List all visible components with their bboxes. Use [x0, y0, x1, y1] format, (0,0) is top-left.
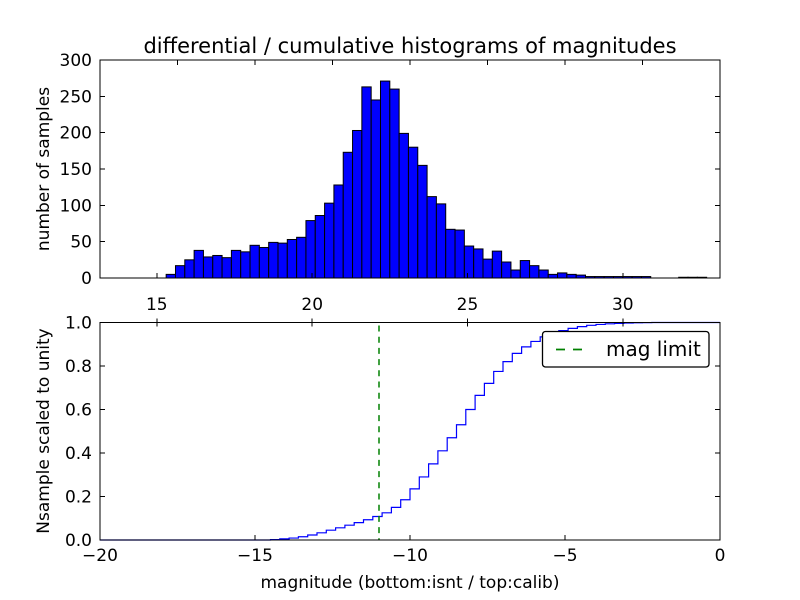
- histogram-bar: [379, 80, 391, 279]
- histogram-bar: [240, 251, 251, 279]
- top-plot-ytick-label: 250: [60, 87, 92, 107]
- top-plot-ytick-label: 150: [60, 160, 92, 180]
- histogram-bar: [268, 241, 279, 279]
- legend-label: mag limit: [606, 337, 701, 361]
- cumulative-curve: [100, 321, 720, 541]
- histogram-bar: [473, 248, 484, 279]
- axis-tick-labels: 0 50 100 150 200 250 300 15 20 25 30 0.0 0.2 0.4 0.6 0.…: [60, 51, 726, 566]
- legend-box: [541, 330, 710, 368]
- histogram-bar: [202, 256, 214, 279]
- histogram-bar: [547, 273, 559, 279]
- calib-xtick-label: 30: [612, 295, 634, 315]
- bottom-plot-ytick-label: 0.4: [65, 444, 92, 464]
- legend: mag limit: [541, 330, 710, 368]
- bottom-plot-xtick-label: −15: [237, 546, 273, 566]
- calib-xtick-label: 25: [457, 295, 479, 315]
- histogram-bar: [463, 245, 475, 279]
- histogram-bars: [165, 80, 708, 279]
- histogram-bar: [519, 260, 531, 279]
- histogram-bar: [510, 269, 521, 279]
- axis-ticks: [99, 59, 721, 541]
- histogram-bar: [184, 259, 195, 279]
- histogram-bar: [277, 242, 288, 279]
- histogram-bar: [529, 265, 540, 279]
- bottom-plot-xtick-label: −20: [82, 546, 118, 566]
- bottom-xlabel: magnitude (bottom:isnt / top:calib): [261, 573, 560, 593]
- histogram-bar: [370, 99, 381, 279]
- histogram-bar: [333, 184, 344, 279]
- bottom-plot-ytick-label: 0.6: [65, 401, 92, 421]
- histogram-bar: [174, 265, 186, 279]
- bottom-plot-xtick-label: −10: [392, 546, 428, 566]
- histogram-bar: [165, 273, 176, 279]
- calib-xtick-label: 20: [301, 295, 323, 315]
- bottom-plot-xtick-label: 0: [715, 546, 726, 566]
- cumulative-step-line: [100, 321, 720, 541]
- histogram-bar: [296, 236, 307, 279]
- histogram-bar: [445, 228, 456, 279]
- histogram-bar: [426, 196, 437, 279]
- top-ylabel: number of samples: [34, 87, 54, 251]
- histogram-bar: [221, 257, 232, 279]
- histogram-bar: [212, 254, 223, 279]
- top-plot-ytick-label: 300: [60, 51, 92, 71]
- top-plot-ytick-label: 200: [60, 124, 92, 144]
- histogram-bar: [557, 272, 568, 279]
- bottom-plot-ytick-label: 0.8: [65, 357, 92, 377]
- histogram-bar: [314, 215, 326, 279]
- bottom-ylabel: Nsample scaled to unity: [34, 328, 54, 533]
- histogram-bar: [435, 203, 447, 279]
- top-plot-ytick-label: 50: [70, 233, 92, 253]
- histogram-bar: [324, 202, 335, 279]
- histogram-bar: [407, 146, 419, 279]
- histogram-bar: [361, 86, 372, 279]
- histogram-bar: [342, 151, 354, 279]
- bottom-plot-ytick-label: 0.0: [65, 531, 92, 551]
- histogram-bar: [230, 249, 242, 279]
- histogram-bar: [398, 132, 409, 279]
- histogram-bar: [286, 238, 298, 279]
- calib-xtick-label: 15: [146, 295, 168, 315]
- histogram-bar: [193, 249, 204, 279]
- histogram-bar: [352, 129, 363, 279]
- histogram-bar: [482, 258, 493, 279]
- histogram-bar: [491, 250, 503, 279]
- histogram-bar: [566, 273, 577, 279]
- bottom-plot-ytick-label: 1.0: [65, 314, 92, 334]
- histogram-bar: [249, 244, 260, 279]
- bottom-plot-xtick-label: −5: [552, 546, 577, 566]
- bottom-plot-ytick-label: 0.2: [65, 488, 92, 508]
- histogram-bar: [501, 261, 512, 279]
- top-plot-ytick-label: 100: [60, 196, 92, 216]
- histogram-bar: [417, 164, 428, 279]
- histogram-bar: [538, 269, 549, 279]
- histogram-bar: [258, 246, 270, 279]
- top-plot-ytick-label: 0: [81, 269, 92, 289]
- histogram-bar: [305, 220, 316, 279]
- histogram-bar: [454, 229, 465, 279]
- figure-title: differential / cumulative histograms of …: [143, 34, 676, 58]
- histogram-bar: [389, 88, 400, 279]
